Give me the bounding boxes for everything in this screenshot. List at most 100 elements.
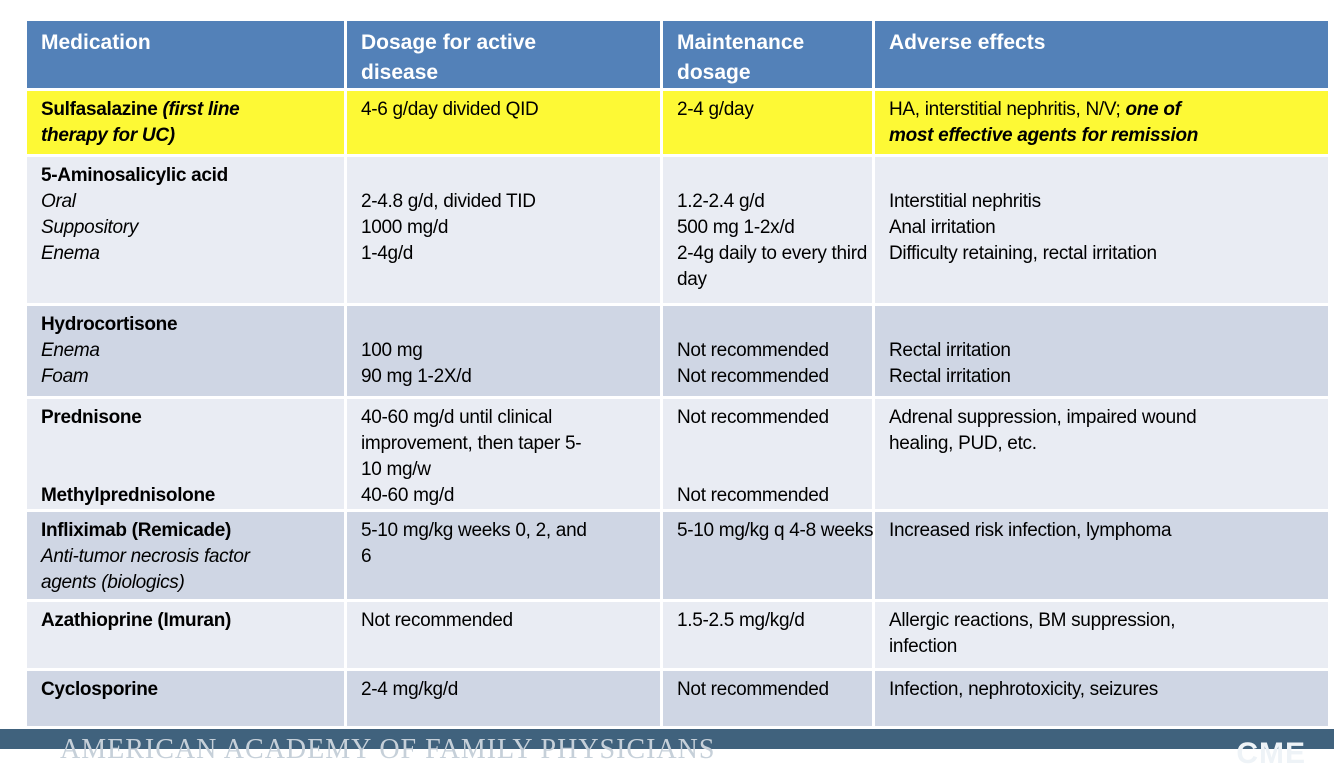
- column-header-line: dosage: [677, 61, 751, 84]
- text-segment: Allergic reactions, BM suppression,: [889, 610, 1176, 631]
- cell-line: 40-60 mg/d: [361, 483, 660, 509]
- cell-line: [889, 163, 1328, 189]
- cell-line: [677, 163, 872, 189]
- maintenance-dosage-cell: 5-10 mg/kg q 4-8 weeks: [663, 512, 875, 602]
- adverse-effects-cell: HA, interstitial nephritis, N/V; one of m…: [875, 91, 1328, 157]
- table-row-infliximab: Infliximab (Remicade) Anti-tumor necrosis…: [27, 512, 1328, 602]
- text-segment: Sulfasalazine: [41, 99, 163, 120]
- cell-line: Oral: [41, 189, 344, 215]
- adverse-effects-cell: Infection, nephrotoxicity, seizures: [875, 671, 1328, 726]
- text-segment: Anal irritation: [889, 217, 996, 238]
- cell-line: [41, 457, 344, 483]
- cell-line: Not recommended: [677, 405, 872, 431]
- cell-line: 6: [361, 544, 660, 570]
- table-row-azathioprine: Azathioprine (Imuran) Not recommended 1.5-…: [27, 602, 1328, 671]
- text-segment: 4-6 g/day divided QID: [361, 99, 539, 120]
- text-segment: 6: [361, 546, 372, 567]
- medication-cell: Sulfasalazine (first line therapy for UC): [27, 91, 347, 157]
- text-segment: (first line: [162, 99, 240, 120]
- medication-cell: Cyclosporine: [27, 671, 347, 726]
- cell-line: Increased risk infection, lymphoma: [889, 518, 1328, 544]
- cell-line: Suppository: [41, 215, 344, 241]
- cell-line: healing, PUD, etc.: [889, 431, 1328, 457]
- cell-line: most effective agents for remission: [889, 123, 1328, 149]
- table-body: Sulfasalazine (first line therapy for UC)…: [27, 91, 1328, 726]
- adverse-effects-cell: Increased risk infection, lymphoma: [875, 512, 1328, 602]
- text-segment: healing, PUD, etc.: [889, 433, 1037, 454]
- column-header-line: disease: [361, 61, 439, 84]
- cell-line: 5-10 mg/kg weeks 0, 2, and: [361, 518, 660, 544]
- text-segment: Not recommended: [361, 610, 513, 631]
- cell-line: infection: [889, 634, 1328, 660]
- text-segment: 2-4 mg/kg/d: [361, 679, 459, 700]
- text-segment: Infection, nephrotoxicity, seizures: [889, 679, 1159, 700]
- medication-cell: Prednisone Methylprednisolone: [27, 399, 347, 512]
- cell-line: Enema: [41, 338, 344, 364]
- cell-line: Azathioprine (Imuran): [41, 608, 344, 634]
- adverse-effects-cell: Allergic reactions, BM suppression, infec…: [875, 602, 1328, 671]
- table-row-hydrocortisone: Hydrocortisone Enema Foam 100 mg 90 mg 1-2X/…: [27, 306, 1328, 399]
- cell-line: 2-4.8 g/d, divided TID: [361, 189, 660, 215]
- medication-table: Medication Dosage for active disease Mainte…: [27, 21, 1328, 726]
- text-segment: 40-60 mg/d until clinical: [361, 407, 553, 428]
- text-segment: HA, interstitial nephritis, N/V;: [889, 99, 1126, 120]
- text-segment: 500 mg 1-2x/d: [677, 217, 795, 238]
- text-segment: 1000 mg/d: [361, 217, 449, 238]
- cell-line: Not recommended: [677, 338, 872, 364]
- text-segment: Foam: [41, 366, 89, 387]
- text-segment: Enema: [41, 340, 100, 361]
- cell-line: therapy for UC): [41, 123, 344, 149]
- text-segment: agents (biologics): [41, 572, 185, 593]
- text-segment: Anti-tumor necrosis factor: [41, 546, 250, 567]
- cell-line: 1.2-2.4 g/d: [677, 189, 872, 215]
- cell-line: Foam: [41, 364, 344, 390]
- active-dosage-cell: 4-6 g/day divided QID: [347, 91, 663, 157]
- cell-line: 2-4g daily to every third: [677, 241, 872, 267]
- cell-line: 40-60 mg/d until clinical: [361, 405, 660, 431]
- column-header-adverse-effects: Adverse effects: [875, 21, 1328, 91]
- medication-cell: Infliximab (Remicade) Anti-tumor necrosis…: [27, 512, 347, 602]
- text-segment: improvement, then taper 5-: [361, 433, 582, 454]
- cell-line: 4-6 g/day divided QID: [361, 97, 660, 123]
- active-dosage-cell: Not recommended: [347, 602, 663, 671]
- column-header-line: Dosage for active: [361, 31, 537, 54]
- text-segment: Not recommended: [677, 366, 829, 387]
- cell-line: Hydrocortisone: [41, 312, 344, 338]
- cell-line: [361, 163, 660, 189]
- medication-cell: Hydrocortisone Enema Foam: [27, 306, 347, 399]
- cell-line: Not recommended: [361, 608, 660, 634]
- table-header: Medication Dosage for active disease Mainte…: [27, 21, 1328, 91]
- active-dosage-cell: 40-60 mg/d until clinical improvement, th…: [347, 399, 663, 512]
- cell-line: Not recommended: [677, 483, 872, 509]
- text-segment: day: [677, 269, 707, 290]
- text-segment: Rectal irritation: [889, 340, 1011, 361]
- text-segment: 5-10 mg/kg q 4-8 weeks: [677, 520, 874, 541]
- maintenance-dosage-cell: 1.5-2.5 mg/kg/d: [663, 602, 875, 671]
- text-segment: Not recommended: [677, 407, 829, 428]
- maintenance-dosage-cell: 2-4 g/day: [663, 91, 875, 157]
- text-segment: 10 mg/w: [361, 459, 431, 480]
- text-segment: Difficulty retaining, rectal irritation: [889, 243, 1157, 264]
- adverse-effects-cell: Adrenal suppression, impaired wound heali…: [875, 399, 1328, 512]
- cell-line: Infection, nephrotoxicity, seizures: [889, 677, 1328, 703]
- table-row-sulfasalazine: Sulfasalazine (first line therapy for UC)…: [27, 91, 1328, 157]
- text-segment: Interstitial nephritis: [889, 191, 1041, 212]
- cell-line: Rectal irritation: [889, 338, 1328, 364]
- text-segment: most effective agents for remission: [889, 125, 1199, 146]
- text-segment: 5-Aminosalicylic acid: [41, 165, 228, 186]
- adverse-effects-cell: Interstitial nephritis Anal irritation Dif…: [875, 157, 1328, 306]
- cell-line: 90 mg 1-2X/d: [361, 364, 660, 390]
- cell-line: Sulfasalazine (first line: [41, 97, 344, 123]
- text-segment: 2-4 g/day: [677, 99, 754, 120]
- text-segment: Not recommended: [677, 679, 829, 700]
- text-segment: 40-60 mg/d: [361, 485, 455, 506]
- text-segment: Azathioprine (Imuran): [41, 610, 232, 631]
- footer-bar: AMERICAN ACADEMY OF FAMILY PHYSICIANS CM…: [0, 729, 1334, 770]
- organization-name: AMERICAN ACADEMY OF FAMILY PHYSICIANS: [60, 734, 716, 765]
- cell-line: Allergic reactions, BM suppression,: [889, 608, 1328, 634]
- text-segment: Not recommended: [677, 485, 829, 506]
- cell-line: [889, 312, 1328, 338]
- table-row-5-aminosalicylic-acid: 5-Aminosalicylic acid Oral Suppository Enem…: [27, 157, 1328, 306]
- cme-badge: CME: [1236, 737, 1306, 770]
- text-segment: therapy for UC): [41, 125, 175, 146]
